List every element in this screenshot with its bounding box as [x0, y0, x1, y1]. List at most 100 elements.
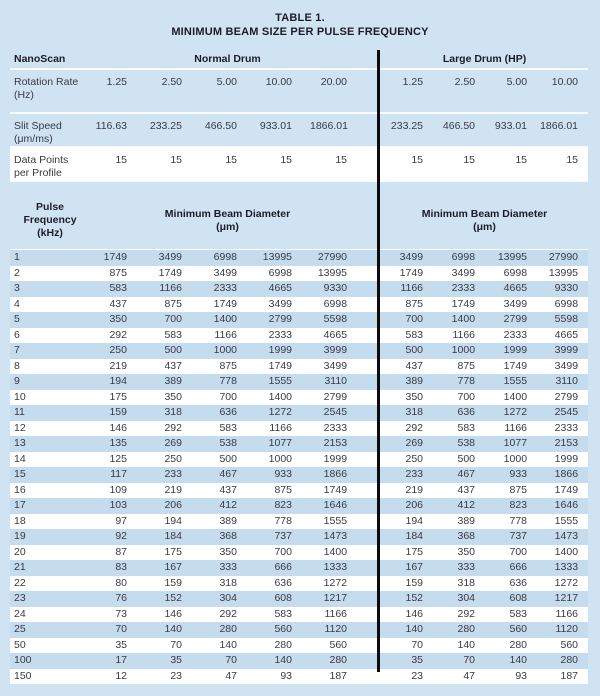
beam-diameter-cell-normal: 140	[164, 623, 182, 635]
beam-diameter-cell-large: 1077	[503, 437, 528, 449]
beam-diameter-cell-normal: 467	[219, 468, 237, 480]
beam-diameter-cell-large: 2153	[554, 437, 579, 449]
table-row: 20 87 175 350 700 1400 175 350 700 1400	[10, 544, 589, 560]
beam-diameter-cell-normal: 538	[219, 437, 237, 449]
table-row: 2 875 1749 3499 6998 13995 1749 3499 6998 13995	[10, 265, 589, 281]
beam-diameter-cell-normal: 70	[170, 638, 182, 651]
table-row: 10 175 350 700 1400 2799 350 700 1400 2799	[10, 389, 589, 405]
beam-diameter-cell-large: 152	[405, 592, 424, 604]
beam-diameter-cell-large: 159	[405, 576, 424, 589]
beam-diameter-cell-large: 318	[457, 576, 476, 589]
spec-value-normal: 15	[200, 147, 255, 182]
beam-diameter-cell-normal: 1400	[213, 313, 237, 325]
beam-diameter-cell-large: 737	[509, 530, 528, 542]
pulse-frequency-cell: 10	[14, 390, 26, 403]
beam-diameter-cell-normal: 167	[164, 561, 182, 573]
beam-diameter-cell-large: 292	[457, 607, 476, 620]
beam-diameter-cell-normal: 12	[115, 669, 127, 682]
beam-diameter-cell-large: 437	[457, 483, 476, 496]
spec-row-label-line: Rotation Rate	[14, 76, 79, 88]
beam-diameter-cell-normal: 219	[109, 359, 127, 372]
beam-diameter-cell-large: 1166	[400, 282, 424, 294]
table-row: 19 92 184 368 737 1473 184 368 737 1473	[10, 529, 589, 545]
beam-diameter-cell-large: 206	[405, 499, 424, 511]
beam-diameter-cell-normal: 1749	[158, 266, 182, 279]
beam-diameter-cell-normal: 389	[164, 375, 182, 387]
beam-diameter-cell-large: 1749	[451, 297, 476, 310]
beam-diameter-cell-large: 1555	[554, 514, 579, 527]
pulse-frequency-cell: 22	[14, 576, 26, 589]
spec-value-large: 466.50	[433, 113, 486, 148]
beam-diameter-cell-large: 437	[405, 359, 424, 372]
beam-diameter-header-normal-line: (μm)	[216, 220, 239, 233]
beam-diameter-header-normal-line: Minimum Beam Diameter	[164, 207, 291, 220]
beam-diameter-cell-normal: 187	[329, 669, 348, 682]
beam-diameter-cell-normal: 5598	[323, 313, 348, 325]
beam-diameter-cell-normal: 140	[274, 654, 292, 666]
beam-diameter-cell-large: 3499	[399, 251, 424, 263]
beam-diameter-cell-normal: 437	[164, 359, 182, 372]
beam-diameter-cell-normal: 152	[164, 592, 182, 604]
beam-diameter-cell-normal: 1473	[323, 530, 348, 542]
beam-diameter-cell-large: 1272	[503, 406, 528, 418]
spec-value-normal: 15	[310, 147, 366, 182]
beam-diameter-cell-normal: 125	[109, 452, 127, 465]
pulse-frequency-cell: 9	[14, 375, 20, 387]
beam-diameter-cell-large: 875	[405, 297, 424, 310]
beam-diameter-cell-normal: 1166	[214, 328, 237, 341]
beam-diameter-cell-normal: 2799	[268, 313, 292, 325]
beam-diameter-cell-normal: 269	[164, 437, 182, 449]
beam-diameter-cell-normal: 350	[109, 313, 127, 325]
beam-diameter-cell-normal: 636	[219, 406, 237, 418]
pulse-frequency-cell: 100	[14, 654, 32, 666]
beam-diameter-cell-large: 318	[405, 406, 424, 418]
beam-diameter-cell-normal: 823	[274, 499, 292, 511]
pulse-frequency-cell: 24	[14, 607, 26, 620]
pulse-frequency-cell: 17	[14, 499, 26, 511]
beam-diameter-cell-normal: 146	[164, 607, 182, 620]
beam-diameter-cell-normal: 117	[110, 468, 127, 480]
beam-diameter-cell-large: 1749	[503, 359, 528, 372]
pulse-frequency-header-line: (kHz)	[37, 227, 63, 239]
spec-value-large: 1866.01	[537, 113, 589, 148]
pulse-frequency-cell: 8	[14, 359, 20, 372]
beam-diameter-cell-normal: 9330	[323, 282, 348, 294]
beam-diameter-cell-normal: 1400	[323, 545, 348, 558]
table-row: 13 135 269 538 1077 2153 269 538 1077 2153	[10, 436, 589, 452]
beam-diameter-cell-large: 187	[560, 669, 579, 682]
table-row: 24 73 146 292 583 1166 146 292 583 1166	[10, 606, 589, 622]
beam-diameter-cell-large: 500	[405, 344, 424, 356]
beam-diameter-cell-large: 1120	[555, 623, 579, 635]
spec-value-normal: 5.00	[200, 69, 255, 114]
table-title-number: TABLE 1.	[275, 12, 325, 24]
pulse-frequency-cell: 13	[14, 437, 26, 449]
beam-diameter-cell-normal: 608	[274, 592, 292, 604]
beam-diameter-cell-large: 538	[457, 437, 476, 449]
spec-value-normal: 116.63	[90, 113, 145, 148]
column-divider	[377, 50, 380, 672]
beam-diameter-cell-large: 1749	[554, 483, 579, 496]
pulse-frequency-cell: 16	[14, 483, 26, 496]
beam-diameter-cell-normal: 13995	[317, 266, 348, 279]
beam-diameter-cell-normal: 6998	[213, 251, 237, 263]
beam-diameter-cell-normal: 2799	[323, 390, 348, 403]
beam-diameter-cell-large: 2333	[503, 328, 528, 341]
beam-diameter-cell-normal: 93	[280, 669, 292, 682]
beam-diameter-cell-large: 140	[509, 654, 528, 666]
beam-diameter-cell-normal: 350	[164, 390, 182, 403]
beam-diameter-cell-large: 280	[457, 623, 476, 635]
table-row: 150 12 23 47 93 187 23 47 93 187	[10, 668, 589, 684]
beam-diameter-cell-large: 778	[457, 375, 476, 387]
beam-diameter-cell-large: 280	[560, 654, 579, 666]
beam-diameter-cell-normal: 1217	[323, 592, 348, 604]
beam-diameter-cell-normal: 2153	[323, 437, 348, 449]
spec-value-normal: 933.01	[255, 113, 310, 148]
beam-diameter-cell-large: 368	[457, 530, 476, 542]
beam-diameter-cell-normal: 3499	[158, 251, 182, 263]
beam-diameter-cell-normal: 1000	[268, 452, 292, 465]
beam-diameter-cell-normal: 875	[219, 359, 237, 372]
beam-diameter-cell-large: 1400	[554, 545, 579, 558]
beam-diameter-cell-large: 1272	[554, 576, 579, 589]
beam-diameter-cell-normal: 194	[109, 375, 127, 387]
beam-diameter-cell-large: 5598	[554, 313, 579, 325]
